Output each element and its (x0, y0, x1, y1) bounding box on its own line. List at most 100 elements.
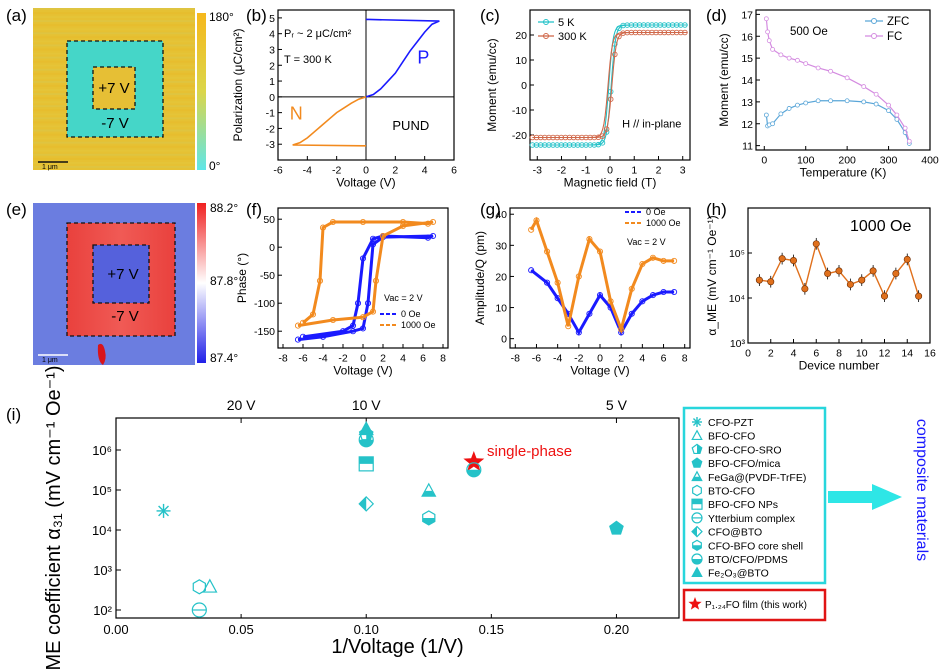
point-5 K (575, 142, 581, 148)
chart-amplitude-loop: -8 -6 -4 -2 0 2 4 6 8 0 10 20 30 40 Voltage (V) Amplitu… (473, 207, 691, 378)
y-tick-label: 3 (269, 44, 275, 56)
x-axis-label: Magnetic field (T) (564, 176, 657, 190)
point-5 K (649, 22, 655, 28)
x-tick-label: -2 (574, 353, 583, 365)
point-0 Oe (294, 336, 302, 343)
point-5 K (673, 22, 680, 28)
legend-label: 1000 Oe (646, 218, 681, 228)
x-tick-label: 4 (400, 353, 406, 365)
point-300 K (529, 134, 536, 141)
y-axis-label: Phase (°) (235, 253, 249, 303)
point-ZFC (803, 100, 809, 106)
point-this-work-inset-fill (466, 469, 481, 477)
x-tick-label: 2 (618, 353, 624, 365)
scan-line (33, 16, 195, 19)
panel-label-d: (d) (706, 6, 727, 25)
point-0 Oe (596, 292, 604, 299)
annotation-pund: PUND (392, 118, 429, 133)
y-axis-label: Polarization (μC/cm²) (231, 29, 245, 142)
point-1000 Oe (359, 218, 367, 226)
plot-frame (115, 417, 680, 619)
legend-label: CFO-PZT (708, 417, 754, 429)
point-FC (861, 84, 867, 89)
point-300 K (632, 29, 639, 36)
chart-me-comparison: 0.00 0.05 0.10 0.15 0.20 1/Voltage (1/V) ME co… (43, 365, 680, 669)
point-5 K (653, 22, 659, 28)
point-1000 Oe (565, 323, 572, 330)
point-0 Oe (429, 232, 437, 240)
point-5 K (661, 22, 668, 28)
y-tick-label: -2 (266, 123, 275, 135)
point-5 K (632, 22, 639, 28)
point-1000 Oe (544, 248, 551, 255)
point-5 K (542, 142, 548, 148)
chart-moment-vs-temperature: 0 100 200 300 400 11 12 13 14 15 16 17 Temperature (… (717, 9, 939, 179)
x-tick-label: -4 (318, 353, 327, 365)
point-1000 Oe (671, 257, 678, 264)
point-0 Oe (639, 298, 646, 305)
y-tick-label: 50 (263, 214, 275, 226)
scan-line (33, 20, 195, 23)
scan-line (33, 153, 195, 156)
phase-map-a: +7 V -7 V 1 μm 180° 0° (33, 8, 234, 173)
panel-label-c: (c) (480, 6, 500, 25)
x-tick-label: 2 (380, 353, 386, 365)
panel-label-i: (i) (6, 405, 21, 424)
point-1000 Oe (372, 277, 380, 284)
top-tick-label: 5 V (606, 397, 628, 413)
point-0 Oe (528, 267, 535, 274)
point-0 Oe (354, 300, 362, 307)
point-1000 Oe (586, 236, 593, 243)
field-note: 1000 Oe (850, 218, 911, 235)
data-point (869, 267, 877, 275)
point-ZFC (786, 106, 792, 111)
point-0 Oe (299, 333, 307, 340)
y-tick-label: 10 (515, 55, 527, 67)
data-point (892, 270, 900, 278)
x-tick-label: 1 (631, 165, 637, 177)
point-1000 Oe (329, 316, 337, 324)
series-line-P (365, 18, 440, 98)
point-1000 Oe (575, 273, 582, 280)
legend-marker-fill (692, 545, 702, 551)
y-tick-label: -150 (254, 326, 275, 338)
colorbar-min: 87.4° (210, 351, 238, 365)
y-tick-label: -20 (512, 130, 527, 142)
x-tick-label: -2 (557, 165, 566, 177)
legend-label: ZFC (887, 16, 909, 28)
x-tick-label: 16 (924, 348, 936, 360)
series-line-N (292, 96, 367, 147)
y-tick-label: -10 (512, 105, 527, 117)
x-tick-label: 0 (360, 353, 366, 365)
data-point (801, 285, 809, 293)
point-5 K (546, 142, 552, 148)
point-5 K (636, 22, 643, 28)
point-1000 Oe (359, 314, 367, 321)
y-tick-label: 11 (742, 141, 753, 153)
y-axis-label: Moment (emu/cc) (485, 38, 499, 131)
data-point (767, 278, 775, 286)
y-tick-label: 10⁴ (729, 293, 745, 305)
point-300 K (603, 126, 610, 132)
legend-label: Fe₂O₃@BTO (708, 568, 769, 580)
colorbar (197, 13, 206, 170)
y-tick-label: -50 (260, 270, 275, 282)
point-5 K (616, 25, 622, 32)
point-5 K (550, 142, 556, 148)
x-tick-label: 0 (761, 155, 767, 167)
point-300 K (550, 134, 556, 141)
point-1000 Oe (628, 285, 635, 292)
point-5 K (558, 142, 565, 148)
point-ZFC (861, 99, 867, 105)
point-FC (778, 52, 784, 58)
point-5 K (645, 22, 651, 28)
data-point (824, 270, 832, 278)
legend-label: FeGa@(PVDF-TrFE) (708, 472, 806, 484)
x-axis-label: Temperature (K) (800, 166, 887, 180)
data-point (903, 255, 911, 263)
point-0 Oe (586, 310, 593, 317)
point-0 Oe (544, 279, 551, 286)
x-tick-label: 3 (680, 165, 686, 177)
